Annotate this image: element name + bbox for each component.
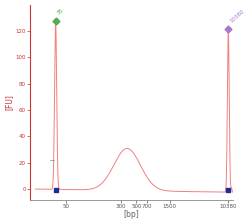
Y-axis label: [FU]: [FU] xyxy=(5,94,14,110)
X-axis label: [bp]: [bp] xyxy=(124,210,139,219)
Text: 10380: 10380 xyxy=(228,8,245,23)
Text: 35: 35 xyxy=(56,7,64,15)
